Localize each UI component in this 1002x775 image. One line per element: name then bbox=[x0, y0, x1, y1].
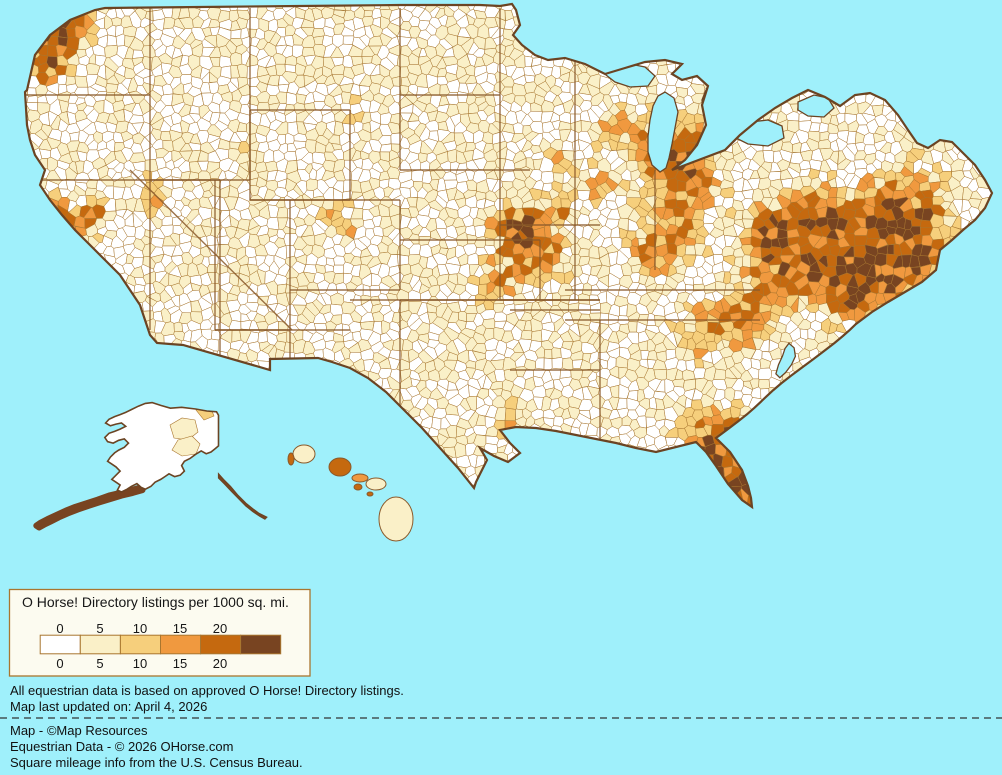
svg-text:10: 10 bbox=[133, 621, 147, 636]
svg-text:Map - ©Map Resources: Map - ©Map Resources bbox=[10, 723, 148, 738]
svg-text:All equestrian data is based o: All equestrian data is based on approved… bbox=[10, 683, 404, 698]
svg-text:10: 10 bbox=[133, 656, 147, 671]
svg-text:5: 5 bbox=[96, 656, 103, 671]
svg-text:Map last updated on: April 4,: Map last updated on: April 4, 2026 bbox=[10, 699, 207, 714]
svg-text:Equestrian Data - © 2026 OHors: Equestrian Data - © 2026 OHorse.com bbox=[10, 739, 233, 754]
svg-text:5: 5 bbox=[96, 621, 103, 636]
svg-text:0: 0 bbox=[56, 656, 63, 671]
svg-text:15: 15 bbox=[173, 656, 187, 671]
svg-text:20: 20 bbox=[213, 621, 227, 636]
svg-text:20: 20 bbox=[213, 656, 227, 671]
svg-text:O Horse! Directory listings pe: O Horse! Directory listings per 1000 sq.… bbox=[22, 594, 289, 610]
svg-text:0: 0 bbox=[56, 621, 63, 636]
svg-text:Square mileage info from the U: Square mileage info from the U.S. Census… bbox=[10, 755, 303, 770]
svg-text:15: 15 bbox=[173, 621, 187, 636]
